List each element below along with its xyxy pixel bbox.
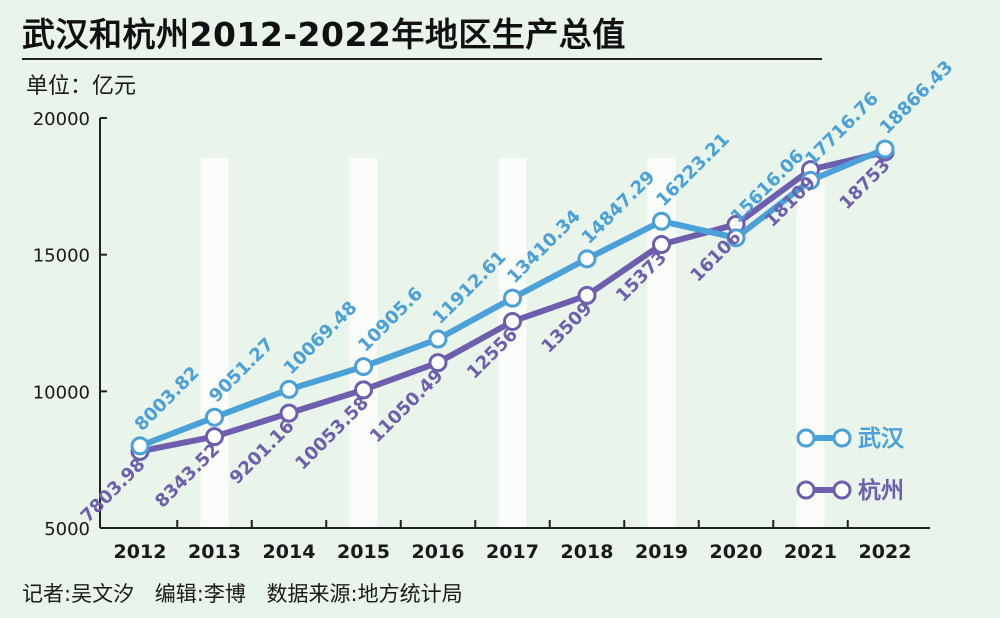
wuhan-point	[652, 211, 671, 231]
y-tick-label: 10000	[33, 382, 90, 403]
wuhan-point	[726, 228, 746, 248]
hangzhou-point	[652, 234, 671, 254]
y-tick-label: 5000	[44, 519, 90, 540]
column-band	[498, 158, 527, 528]
footer-source: 数据来源:地方统计局	[266, 582, 463, 606]
wuhan-point	[801, 170, 820, 190]
footer-editor: 编辑:李博	[154, 582, 246, 606]
x-tick-label: 2012	[114, 541, 167, 563]
x-tick-label: 2019	[635, 541, 688, 563]
x-tick-label: 2015	[337, 541, 390, 563]
wuhan-data-label: 10069.48	[280, 297, 362, 379]
x-tick-label: 2016	[412, 541, 465, 563]
wuhan-point	[130, 436, 150, 456]
column-band	[796, 158, 825, 528]
wuhan-legend-marker	[832, 428, 852, 448]
chart-title: 武汉和杭州2012-2022年地区生产总值	[22, 15, 626, 54]
wuhan-data-label: 11912.61	[429, 247, 511, 329]
y-tick-label: 20000	[33, 109, 90, 130]
x-tick-label: 2013	[188, 541, 241, 563]
x-tick-label: 2022	[859, 541, 912, 563]
x-tick-label: 2018	[561, 541, 614, 563]
hangzhou-point	[428, 353, 448, 373]
hangzhou-point	[205, 427, 224, 447]
wuhan-point	[205, 407, 224, 427]
wuhan-point	[428, 329, 448, 349]
hangzhou-point	[577, 285, 597, 305]
hangzhou-point	[354, 380, 373, 400]
column-band	[349, 158, 378, 528]
axes: 5000 10000 15000 20000 2012 2013 2014 2015 2016 2…	[33, 109, 930, 563]
hangzhou-point	[279, 403, 299, 423]
hangzhou-legend-marker	[796, 480, 816, 500]
column-band	[200, 158, 229, 528]
wuhan-point	[354, 357, 373, 377]
wuhan-data-label: 18866.43	[876, 57, 958, 139]
x-tick-label: 2017	[486, 541, 539, 563]
wuhan-data-label: 14847.29	[578, 167, 660, 249]
x-tick-label: 2014	[263, 541, 316, 563]
unit-label: 单位：亿元	[26, 74, 137, 99]
hangzhou-data-label: 7803.98	[77, 454, 150, 527]
wuhan-point	[875, 139, 895, 159]
hangzhou-data-label: 11050.49	[366, 365, 448, 447]
series-wuhan	[130, 139, 895, 456]
hangzhou-legend-label: 杭州	[858, 477, 904, 504]
title-underline	[22, 58, 822, 60]
hangzhou-legend-marker	[832, 480, 852, 500]
x-tick-label: 2020	[710, 541, 763, 563]
wuhan-point	[503, 288, 522, 308]
hangzhou-point	[503, 311, 522, 331]
x-tick-label: 2021	[784, 541, 837, 563]
wuhan-point	[279, 379, 299, 399]
wuhan-point	[577, 249, 597, 269]
y-tick-label: 15000	[33, 246, 90, 267]
wuhan-legend-label: 武汉	[858, 426, 905, 452]
footer-reporter: 记者:吴文汐	[22, 582, 135, 606]
footer: 记者:吴文汐 编辑:李博 数据来源:地方统计局	[22, 578, 477, 608]
wuhan-legend-marker	[796, 428, 816, 448]
